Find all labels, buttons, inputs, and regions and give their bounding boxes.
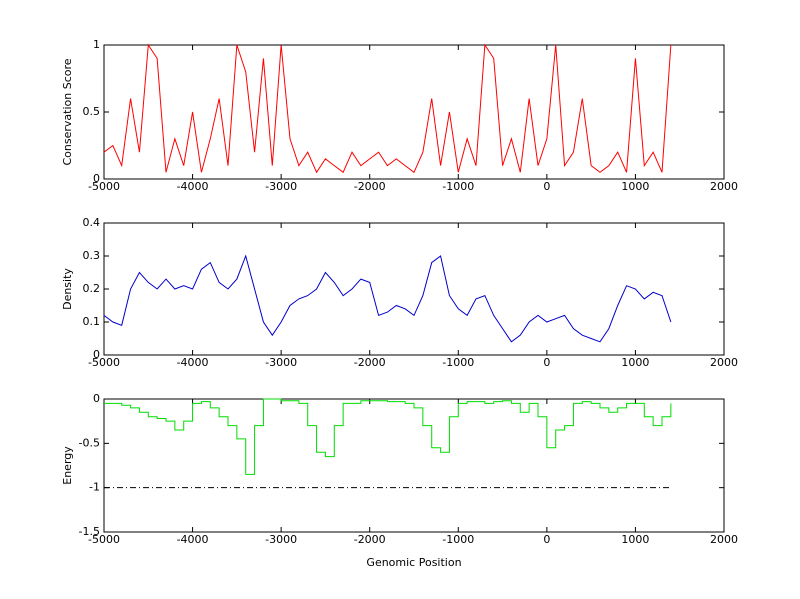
- plot-area: [103, 222, 725, 356]
- y-tick-label: 0.2: [83, 282, 101, 295]
- x-tick-label: -4000: [177, 180, 209, 193]
- x-tick-label: -4000: [177, 356, 209, 369]
- x-tick-label: 1000: [621, 356, 649, 369]
- x-tick-label: -1000: [442, 180, 474, 193]
- x-tick-label: -5000: [88, 180, 120, 193]
- y-tick-label: -0.5: [79, 436, 100, 449]
- y-tick-label: 0: [93, 392, 100, 405]
- x-tick-label: -5000: [88, 533, 120, 546]
- y-tick-label: -1.5: [79, 525, 100, 538]
- x-tick-label: 2000: [710, 180, 738, 193]
- x-tick-label: -1000: [442, 356, 474, 369]
- y-axis-label: Conservation Score: [61, 58, 74, 165]
- x-tick-label: -5000: [88, 356, 120, 369]
- x-axis-label: Genomic Position: [366, 556, 461, 569]
- y-tick-label: 0.5: [83, 105, 101, 118]
- x-tick-label: 0: [543, 180, 550, 193]
- x-tick-label: -2000: [354, 356, 386, 369]
- data-line: [103, 254, 672, 343]
- x-tick-label: -1000: [442, 533, 474, 546]
- data-line: [103, 43, 672, 174]
- y-tick-label: 1: [93, 38, 100, 51]
- x-tick-label: -3000: [265, 356, 297, 369]
- x-tick-label: -3000: [265, 533, 297, 546]
- x-tick-label: -2000: [354, 180, 386, 193]
- x-tick-label: 2000: [710, 533, 738, 546]
- x-tick-label: -3000: [265, 180, 297, 193]
- y-tick-label: 0.1: [83, 315, 101, 328]
- y-tick-label: -1: [89, 481, 100, 494]
- y-tick-label: 0: [93, 348, 100, 361]
- x-tick-label: 2000: [710, 356, 738, 369]
- plot-area: [103, 398, 725, 533]
- x-tick-label: -4000: [177, 533, 209, 546]
- y-tick-label: 0.4: [83, 216, 101, 229]
- y-axis-label: Density: [61, 268, 74, 310]
- x-tick-label: -2000: [354, 533, 386, 546]
- plot-area: [103, 44, 725, 180]
- y-tick-label: 0: [93, 172, 100, 185]
- y-tick-label: 0.3: [83, 249, 101, 262]
- x-tick-label: 0: [543, 356, 550, 369]
- x-tick-label: 1000: [621, 533, 649, 546]
- x-tick-label: 1000: [621, 180, 649, 193]
- x-tick-label: 0: [543, 533, 550, 546]
- y-axis-label: Energy: [61, 446, 74, 485]
- data-line: [104, 398, 672, 475]
